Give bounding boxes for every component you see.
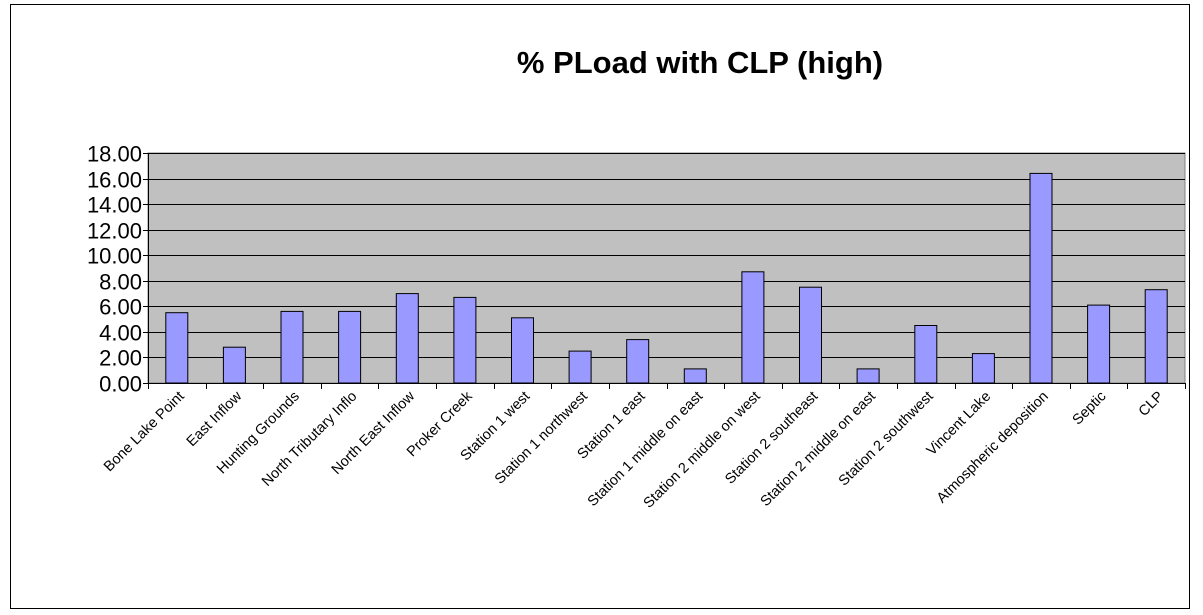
y-tick-label: 18.00	[87, 142, 142, 167]
y-tick-label: 12.00	[87, 219, 142, 244]
bar	[338, 310, 362, 384]
bar	[799, 286, 822, 384]
bar	[1087, 304, 1111, 384]
bar	[741, 271, 765, 384]
x-category-label: Bone Lake Point	[101, 389, 188, 476]
y-tick-label: 14.00	[87, 193, 142, 218]
x-category-label: North Tributary Inflo	[259, 389, 360, 490]
bar	[222, 346, 246, 384]
x-category-label: CLP	[1136, 389, 1167, 420]
x-category-label: Station 2 middle on west	[641, 389, 764, 512]
chart-title: % PLoad with CLP (high)	[517, 45, 883, 80]
plot-area	[147, 152, 1186, 384]
x-category-label: Septic	[1070, 389, 1110, 429]
y-tick-label: 16.00	[87, 168, 142, 193]
y-tick-label: 2.00	[99, 346, 142, 371]
y-tick-label: 0.00	[99, 372, 142, 397]
bar	[683, 368, 707, 384]
bar	[511, 317, 534, 384]
x-category-label: Station 1 middle on east	[585, 389, 706, 510]
bar	[971, 353, 995, 384]
bar	[165, 312, 189, 384]
y-tick-label: 4.00	[99, 321, 142, 346]
x-category-label: Station 2 middle on east	[758, 389, 879, 510]
bar	[280, 310, 304, 384]
bar	[395, 293, 419, 384]
x-category-label: Atmospheric deposition	[934, 389, 1052, 507]
bar	[1144, 289, 1168, 384]
bar	[568, 350, 592, 384]
y-tick-label: 8.00	[99, 270, 142, 295]
bar	[1029, 172, 1053, 384]
bar	[856, 368, 880, 384]
x-category-label: East Inflow	[184, 388, 246, 450]
bar	[914, 325, 938, 384]
x-category-label: Station 2 southwest	[836, 389, 937, 490]
y-tick-label: 6.00	[99, 295, 142, 320]
y-tick-label: 10.00	[87, 244, 142, 269]
bar	[626, 339, 650, 384]
bar	[453, 296, 477, 384]
